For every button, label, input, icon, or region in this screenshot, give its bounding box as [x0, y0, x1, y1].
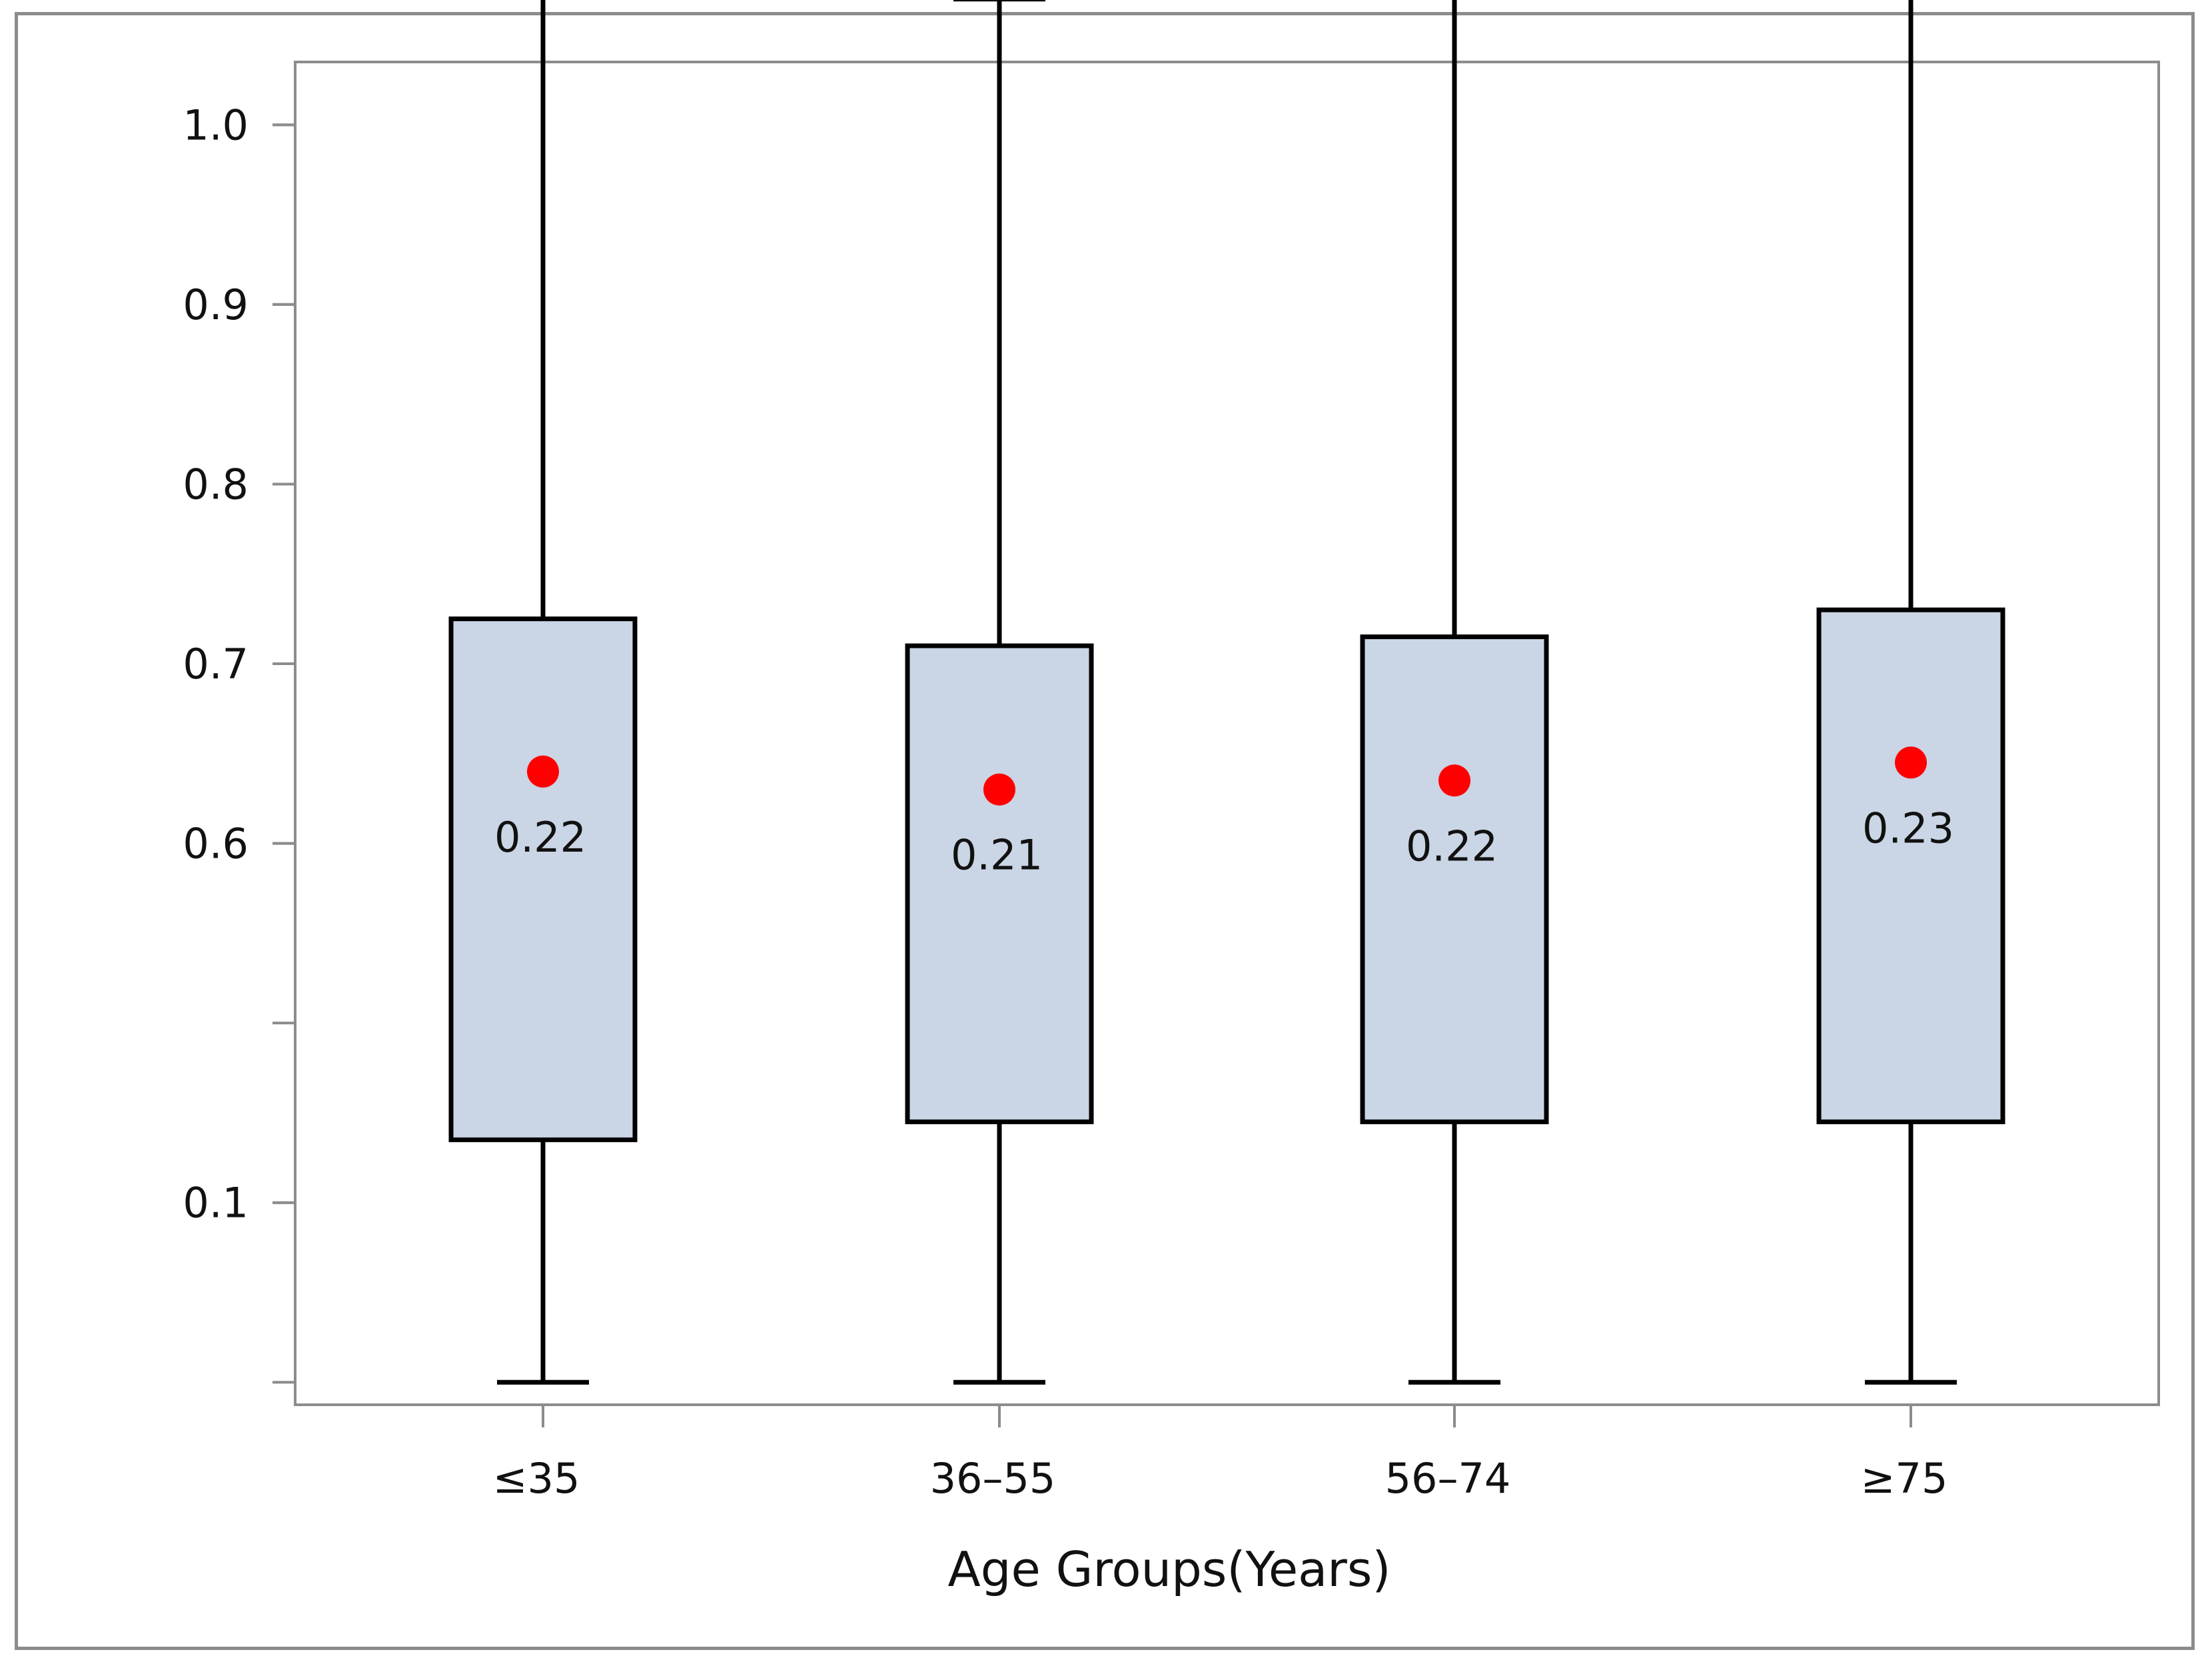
y-tick-label: 0.6 [183, 820, 249, 868]
x-tick-label: ≥75 [1861, 1454, 1948, 1503]
chart-axes: 0.1 0.6 0.7 0.8 0.9 1.0 ≤35 36–55 56–74 ≥75 [183, 61, 2160, 1503]
mean-label: 0.21 [951, 831, 1043, 880]
mean-marker [1438, 764, 1470, 797]
y-tick-label: 0.7 [183, 640, 249, 688]
box [1360, 634, 1549, 1124]
mean-label: 0.22 [494, 813, 586, 862]
plot-area-border [294, 61, 2160, 1406]
mean-marker [1895, 746, 1927, 779]
mean-marker [527, 755, 559, 788]
box [1816, 607, 2005, 1124]
y-tick-label: 0.8 [183, 460, 249, 508]
x-tick-label: 36–55 [930, 1454, 1056, 1503]
x-tick-label: 56–74 [1385, 1454, 1511, 1503]
mean-label: 0.23 [1862, 804, 1954, 852]
box-series: 0.22 0.21 0.22 0.23 [448, 0, 2005, 1385]
box [905, 643, 1094, 1124]
x-axis-label: Age Groups(Years) [948, 1541, 1391, 1597]
y-tick-label: 0.9 [183, 281, 249, 329]
box [448, 616, 638, 1142]
x-tick-label: ≤35 [493, 1454, 580, 1503]
y-tick-label: 1.0 [183, 101, 249, 149]
y-tick-label: 0.1 [183, 1179, 249, 1228]
chart-labels: Age Groups(Years) [948, 1541, 1391, 1597]
mean-marker [983, 773, 1015, 806]
mean-label: 0.22 [1406, 822, 1498, 870]
